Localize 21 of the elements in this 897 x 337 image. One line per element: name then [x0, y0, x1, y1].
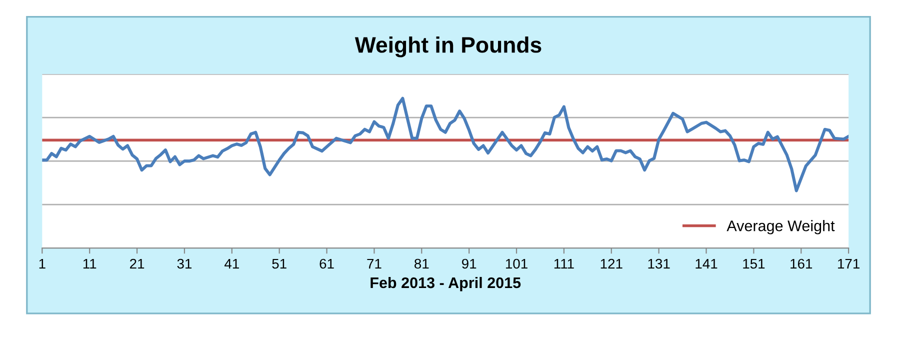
x-tick-label: 121 [600, 258, 622, 269]
x-tick-label: 171 [838, 258, 860, 269]
x-tick-label: 101 [506, 258, 528, 269]
x-tick-label: 31 [177, 258, 192, 269]
x-tick-label: 141 [696, 258, 718, 269]
x-tick-label: 71 [367, 258, 382, 269]
chart-title: Weight in Pounds [354, 36, 542, 58]
x-tick-label: 11 [83, 258, 96, 269]
x-axis-title: Feb 2013 - April 2015 [370, 276, 521, 292]
x-tick-label: 21 [130, 258, 144, 269]
x-tick-label: 61 [320, 258, 334, 269]
x-tick-label: 51 [272, 258, 286, 269]
x-tick-label: 151 [743, 258, 765, 269]
x-tick-label: 41 [224, 258, 239, 269]
x-tick-label: 111 [554, 258, 574, 269]
x-tick-label: 81 [414, 258, 429, 269]
x-tick-label: 131 [648, 258, 670, 269]
x-tick-label: 1 [39, 258, 46, 269]
legend-label: Average Weight [726, 220, 835, 234]
x-tick-label: 91 [462, 258, 476, 269]
x-tick-label: 161 [790, 258, 812, 269]
